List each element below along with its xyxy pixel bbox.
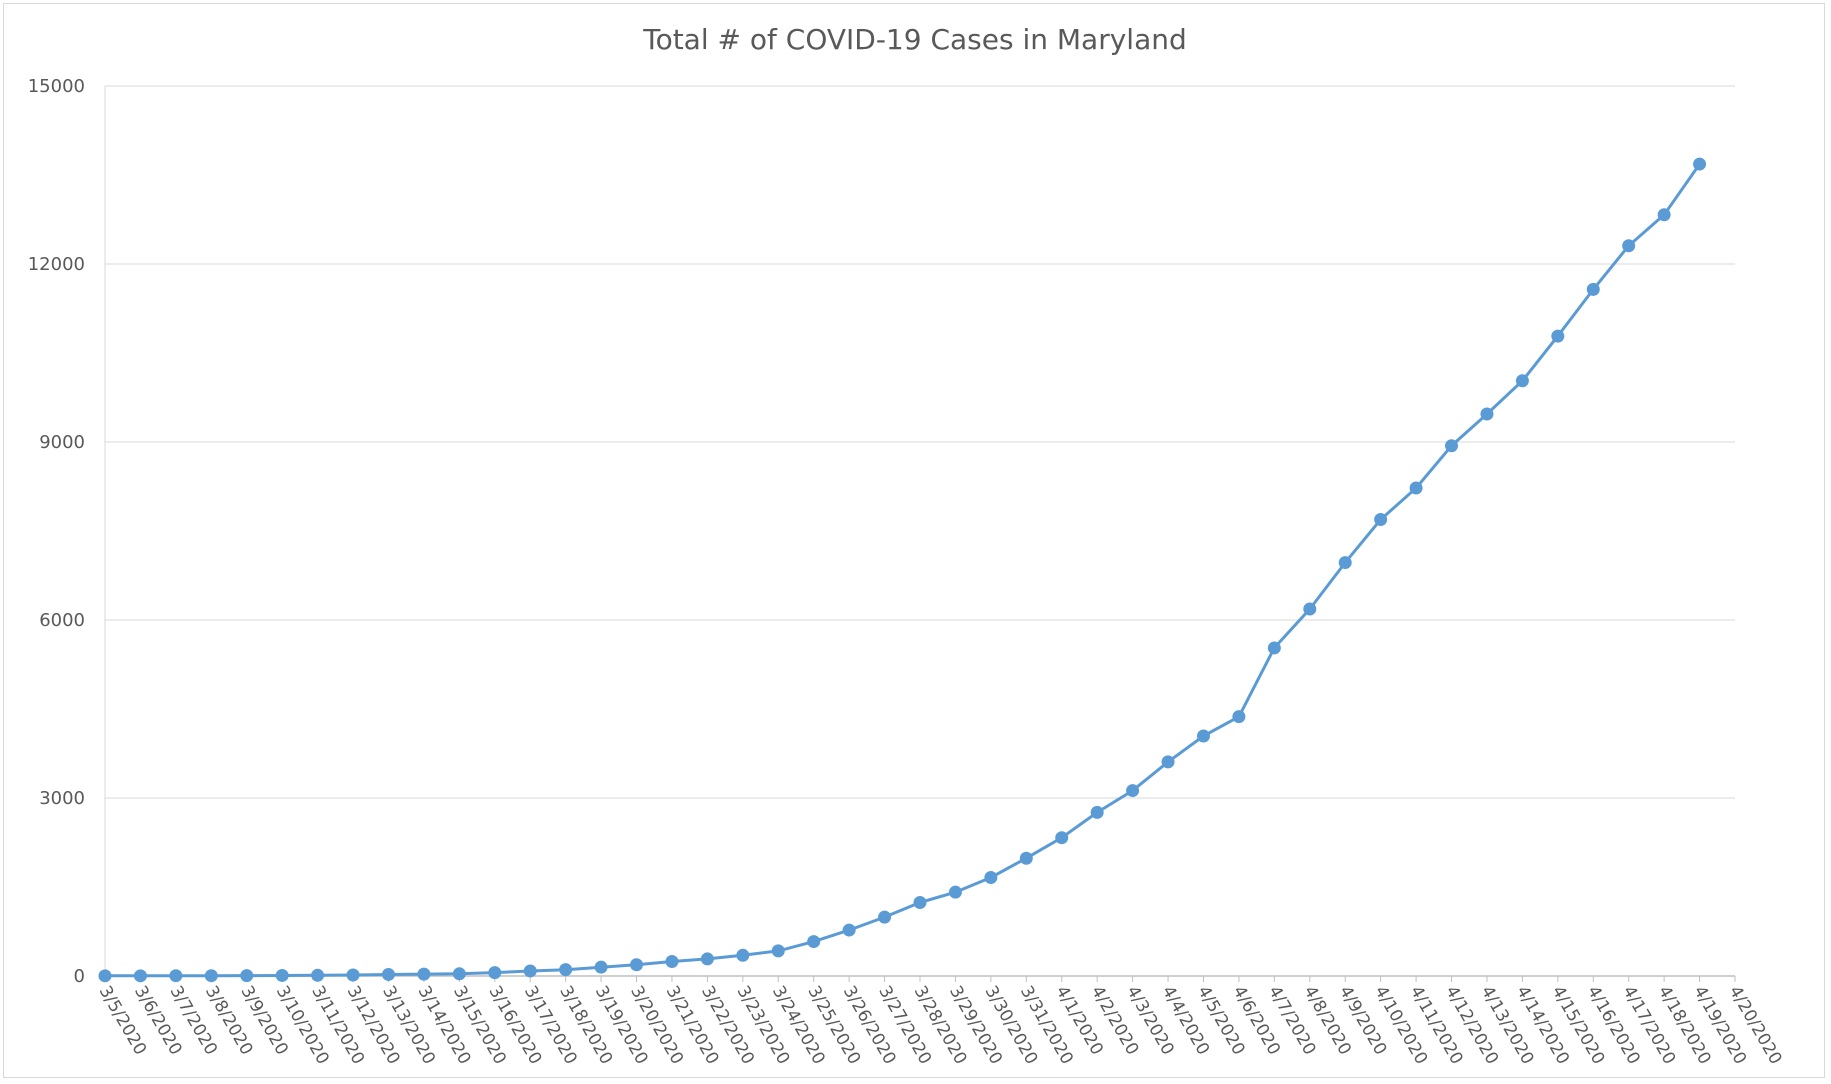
data-point xyxy=(98,969,112,983)
data-point xyxy=(1693,157,1707,171)
data-point xyxy=(1374,512,1388,526)
y-tick-label: 12000 xyxy=(28,254,85,275)
data-point xyxy=(736,948,750,962)
data-point xyxy=(240,969,254,983)
data-point xyxy=(771,944,785,958)
data-point xyxy=(133,969,147,983)
data-point xyxy=(559,963,573,977)
x-axis-ticks: 3/5/20203/6/20203/7/20203/8/20203/9/2020… xyxy=(95,976,1786,1068)
data-point xyxy=(346,968,360,982)
data-point xyxy=(1657,208,1671,222)
y-tick-label: 15000 xyxy=(28,76,85,97)
y-axis-ticks: 0 3000 6000 9000 12000 15000 xyxy=(28,76,85,987)
data-point xyxy=(913,895,927,909)
data-point xyxy=(630,958,644,972)
y-tick-label: 6000 xyxy=(39,610,85,631)
data-point xyxy=(488,966,502,980)
data-point xyxy=(1409,481,1423,495)
data-point xyxy=(275,968,289,982)
data-point xyxy=(169,969,183,983)
data-point xyxy=(1551,329,1565,343)
data-point xyxy=(1303,602,1317,616)
data-point xyxy=(1019,851,1033,865)
data-point xyxy=(452,967,466,981)
data-point xyxy=(1196,729,1210,743)
x-axis xyxy=(104,86,1735,977)
data-point xyxy=(1515,374,1529,388)
data-point xyxy=(1090,805,1104,819)
data-point xyxy=(381,967,395,981)
data-point xyxy=(204,969,218,983)
series-line xyxy=(98,157,1707,983)
data-point xyxy=(1126,784,1140,798)
data-point xyxy=(1480,407,1494,421)
data-point xyxy=(878,910,892,924)
y-tick-label: 9000 xyxy=(39,432,85,453)
y-tick-label: 3000 xyxy=(39,788,85,809)
data-point xyxy=(311,968,325,982)
data-point xyxy=(984,871,998,885)
gridlines xyxy=(105,85,1735,799)
data-point xyxy=(948,885,962,899)
data-point xyxy=(1161,755,1175,769)
data-point xyxy=(523,964,537,978)
data-point xyxy=(1586,282,1600,296)
data-point xyxy=(594,960,608,974)
y-tick-label: 0 xyxy=(74,966,85,987)
series-polyline xyxy=(105,163,1701,978)
data-point xyxy=(1622,239,1636,253)
data-point xyxy=(1232,710,1246,724)
data-point xyxy=(417,967,431,981)
data-point xyxy=(700,952,714,966)
data-point xyxy=(842,923,856,937)
data-point xyxy=(1338,556,1352,570)
data-point xyxy=(1055,831,1069,845)
data-point xyxy=(665,955,679,969)
chart-title: Total # of COVID-19 Cases in Maryland xyxy=(642,23,1187,56)
chart-frame xyxy=(3,3,1825,1078)
data-point xyxy=(807,935,821,949)
data-point xyxy=(1445,439,1459,453)
data-point xyxy=(1267,641,1281,655)
